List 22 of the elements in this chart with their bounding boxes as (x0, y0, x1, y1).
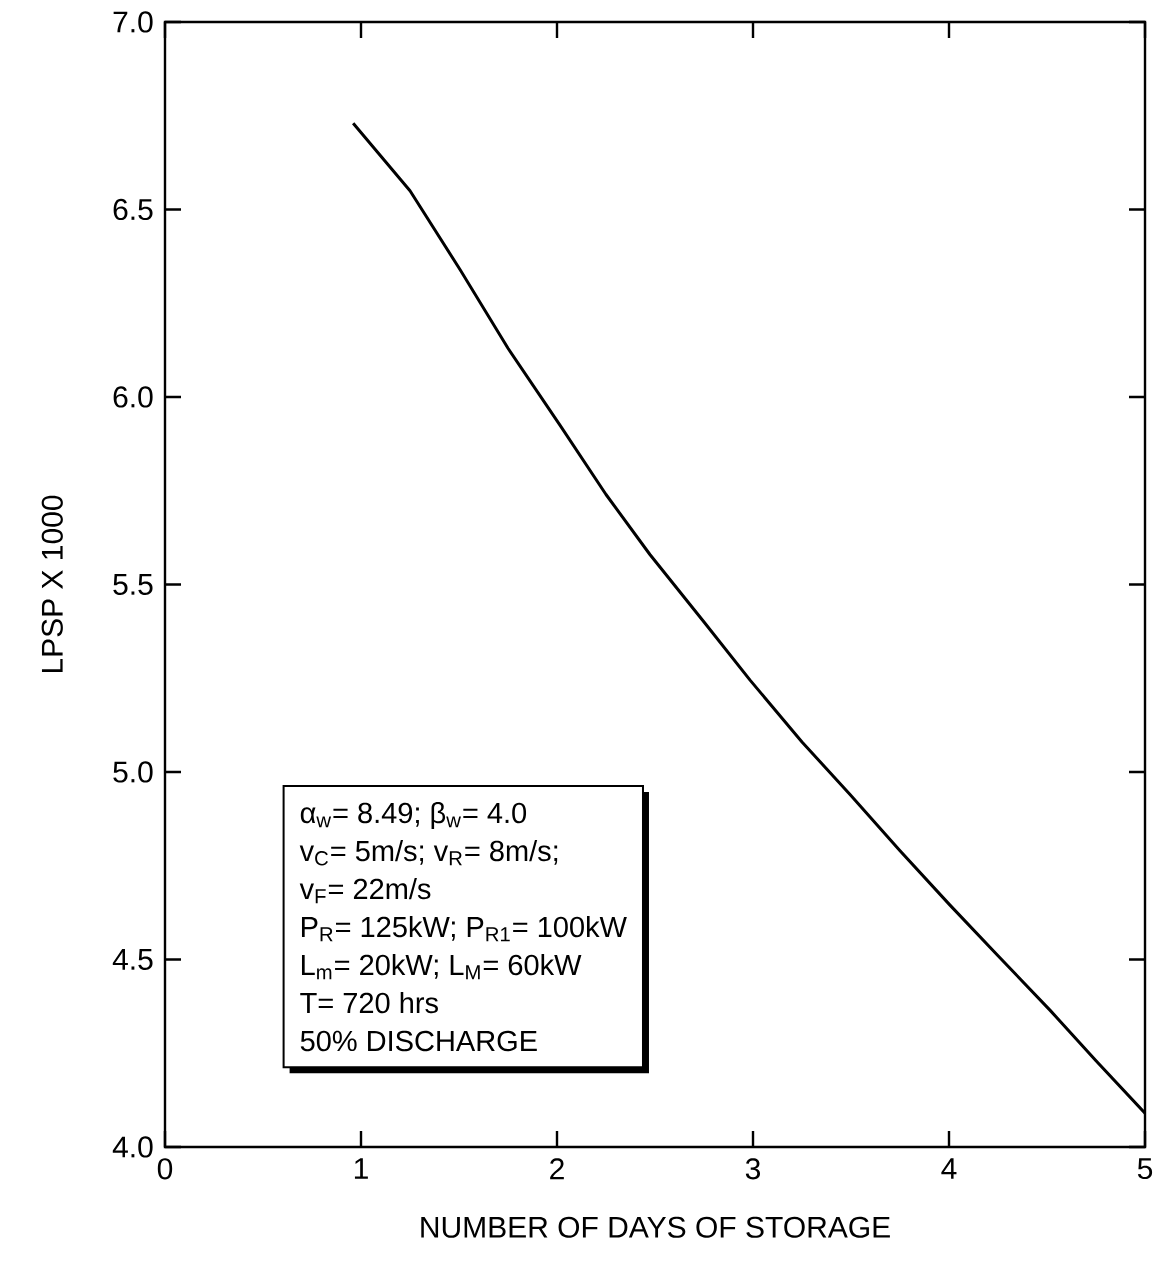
y-tick-label: 5.5 (113, 574, 153, 595)
x-tick-label: 4 (941, 1158, 957, 1179)
y-tick-label: 5.0 (113, 761, 153, 783)
x-tick-label: 3 (745, 1158, 760, 1180)
annotation: v$_{C}$= 5m/s; v$_{R}$= 8m/s; (299, 839, 557, 866)
annotation: L$_{m}$= 20kW; L$_{M}$= 60kW (301, 953, 582, 980)
y-tick-label: 4.5 (112, 949, 153, 970)
x-tick-label: 1 (354, 1158, 368, 1179)
y-tick-label: 6.5 (113, 198, 153, 221)
x-tick-label: 5 (1137, 1158, 1152, 1180)
y-tick-label: 4.0 (112, 1136, 153, 1158)
y-axis-title: LPSP X 1000 (41, 495, 63, 673)
annotation: P$_{R}$= 125kW; P$_{R1}$= 100kW (301, 915, 627, 942)
y-tick-label: 6.0 (113, 386, 153, 408)
x-tick-label: 2 (549, 1158, 564, 1180)
x-tick-label: 0 (157, 1158, 172, 1180)
annotation: T= 720 hrs (300, 991, 438, 1014)
annotation: 50% DISCHARGE (300, 1030, 537, 1052)
annotation: α$_{w}$= 8.49; β$_{w}$= 4.0 (300, 801, 526, 829)
y-tick-label: 7.0 (113, 11, 153, 33)
annotation: v$_{F}$= 22m/s (299, 877, 431, 904)
x-axis-title: NUMBER OF DAYS OF STORAGE (421, 1216, 890, 1238)
